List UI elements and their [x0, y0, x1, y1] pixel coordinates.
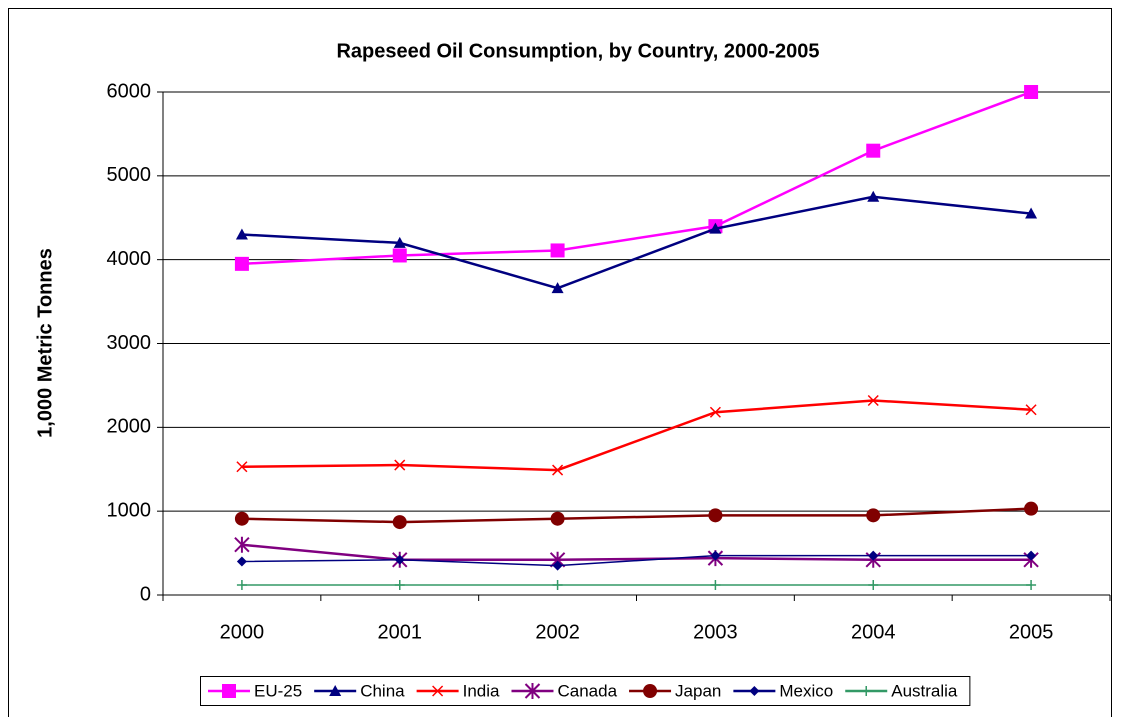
marker	[866, 143, 881, 158]
marker	[552, 579, 563, 590]
legend-label: Canada	[557, 681, 617, 700]
series	[236, 394, 1037, 476]
marker	[1024, 85, 1039, 99]
y-tick-label: 0	[140, 583, 151, 605]
series-line	[241, 543, 1032, 562]
marker	[236, 556, 247, 567]
marker	[222, 684, 236, 698]
marker	[392, 515, 407, 530]
marker	[868, 579, 879, 590]
marker	[1026, 550, 1037, 561]
series	[236, 550, 1037, 571]
series	[235, 190, 1038, 294]
marker	[394, 459, 406, 471]
x-tick-label: 2000	[220, 621, 265, 643]
y-tick-label: 6000	[107, 80, 152, 102]
marker	[394, 554, 405, 565]
marker	[710, 579, 721, 590]
marker	[552, 464, 564, 476]
marker	[524, 683, 541, 699]
marker	[866, 508, 881, 523]
marker	[236, 461, 248, 473]
marker	[1025, 404, 1037, 416]
marker	[710, 550, 721, 561]
x-tick-label: 2005	[1009, 621, 1054, 643]
series	[236, 579, 1037, 590]
marker	[708, 508, 723, 523]
legend-label: EU-25	[254, 681, 302, 700]
y-axis-label: 1,000 Metric Tonnes	[34, 248, 56, 438]
y-tick-label: 5000	[107, 164, 152, 186]
legend-label: India	[463, 681, 500, 700]
marker	[643, 684, 658, 698]
marker	[552, 560, 563, 571]
series-line	[241, 399, 1032, 472]
marker	[867, 190, 880, 202]
marker	[393, 236, 406, 248]
marker	[235, 228, 248, 240]
chart-border	[8, 8, 1112, 717]
marker	[868, 550, 879, 561]
legend-label: Australia	[891, 681, 958, 700]
marker	[392, 248, 407, 263]
y-tick-label: 2000	[107, 416, 152, 438]
series-line	[241, 90, 1032, 266]
marker	[861, 686, 872, 696]
legend-label: Mexico	[779, 681, 833, 700]
chart-title: Rapeseed Oil Consumption, by Country, 20…	[336, 40, 819, 62]
marker	[550, 511, 565, 526]
x-tick-label: 2001	[378, 621, 423, 643]
series-line	[241, 507, 1032, 524]
legend: EU-25 China India Canada Japan Mexico Australi…	[200, 676, 971, 706]
marker	[1024, 501, 1039, 516]
marker	[236, 579, 247, 590]
marker	[234, 256, 249, 271]
marker	[1026, 579, 1037, 590]
marker	[550, 243, 565, 258]
marker	[749, 686, 760, 696]
marker	[394, 579, 405, 590]
legend-label: Japan	[675, 681, 721, 700]
marker	[234, 511, 249, 526]
x-tick-label: 2002	[535, 621, 580, 643]
x-tick-label: 2004	[851, 621, 896, 643]
marker	[709, 406, 721, 418]
marker	[551, 282, 564, 294]
marker	[234, 536, 250, 553]
y-tick-label: 1000	[107, 499, 152, 521]
marker	[1025, 207, 1038, 219]
marker	[709, 222, 722, 234]
marker	[432, 685, 444, 697]
marker	[867, 394, 879, 407]
series	[234, 85, 1039, 271]
x-tick-label: 2003	[693, 621, 738, 643]
y-tick-label: 4000	[107, 248, 152, 270]
legend-label: China	[360, 681, 405, 700]
y-tick-label: 3000	[107, 332, 152, 354]
series-line	[241, 554, 1032, 567]
series-line	[241, 195, 1032, 290]
marker	[329, 685, 342, 696]
series	[234, 501, 1039, 530]
